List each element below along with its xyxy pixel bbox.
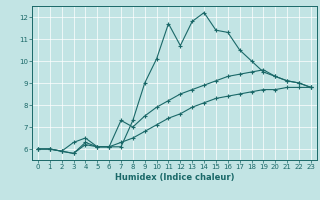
X-axis label: Humidex (Indice chaleur): Humidex (Indice chaleur) bbox=[115, 173, 234, 182]
